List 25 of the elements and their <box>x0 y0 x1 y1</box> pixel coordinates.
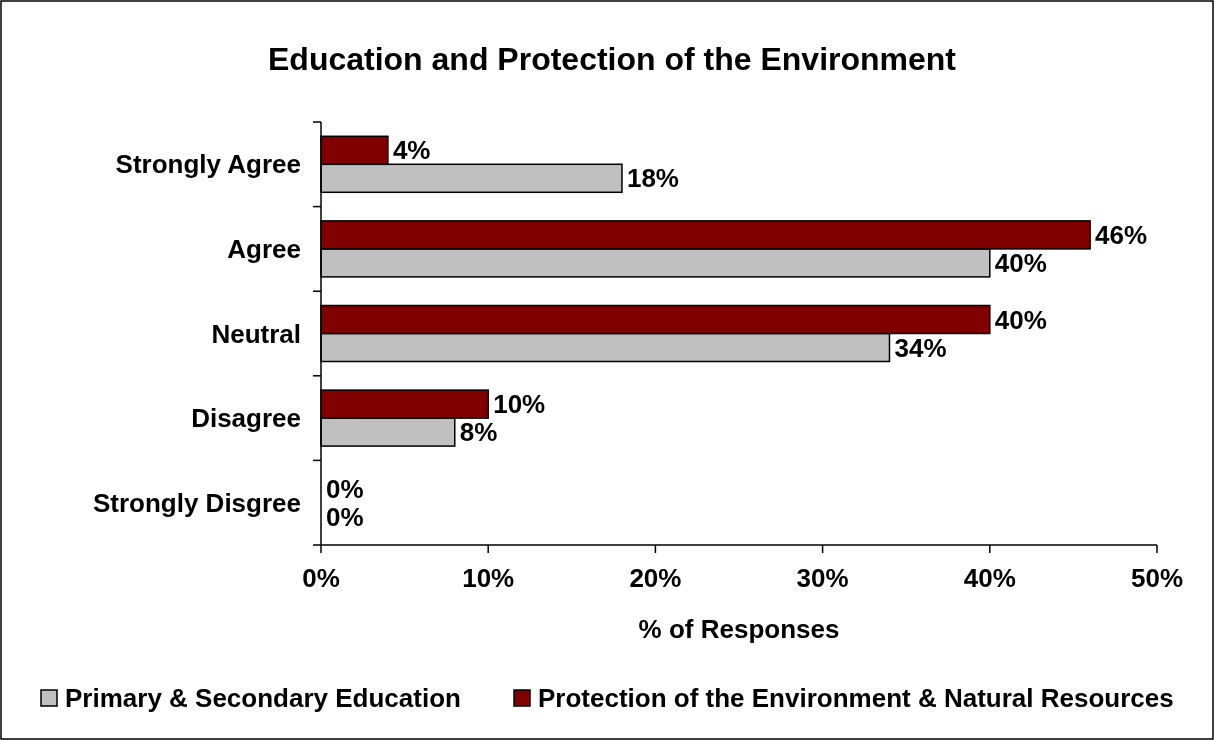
x-tick-label: 0% <box>302 563 340 593</box>
x-axis-title: % of Responses <box>638 614 840 644</box>
legend-label: Primary & Secondary Education <box>65 683 461 714</box>
data-label: 8% <box>459 417 498 448</box>
data-label: 40% <box>994 304 1047 335</box>
data-label: 0% <box>326 501 364 532</box>
y-tick-label: Strongly Disgree <box>92 487 301 518</box>
data-label: 46% <box>1095 220 1148 250</box>
y-tick-label: Disagree <box>191 403 301 434</box>
x-tick-label: 20% <box>629 563 682 593</box>
chart-title: Education and Protection of the Environment <box>267 41 957 77</box>
data-label: 0% <box>326 473 364 504</box>
x-tick-label: 50% <box>1130 563 1184 593</box>
data-label: 10% <box>493 389 546 420</box>
data-label: 40% <box>994 248 1047 278</box>
y-tick-label: Agree <box>227 234 301 264</box>
data-label: 18% <box>626 163 680 194</box>
y-tick-label: Strongly Agree <box>115 149 301 180</box>
x-tick-label: 10% <box>462 563 515 593</box>
y-tick-label: Neutral <box>211 318 301 349</box>
x-tick-label: 30% <box>796 563 849 593</box>
legend-label: Protection of the Environment & Natural Resources <box>538 683 1174 714</box>
x-tick-label: 40% <box>963 563 1016 593</box>
data-label: 4% <box>392 135 431 166</box>
data-label: 34% <box>894 332 947 363</box>
